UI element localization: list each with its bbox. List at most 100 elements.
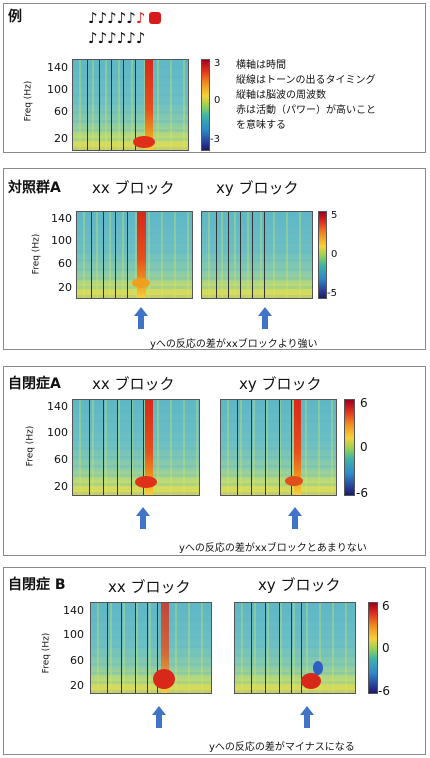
block-title-xy: xy ブロック	[216, 179, 299, 197]
tone-line	[91, 212, 92, 298]
activation-blob	[132, 278, 150, 288]
desc-line: 横軸は時間	[236, 60, 286, 71]
colorbar-tick: 6	[360, 396, 368, 410]
tone-line	[251, 603, 252, 693]
arrow-up-icon	[136, 507, 150, 529]
tick: 140	[51, 212, 72, 225]
tick: 60	[70, 654, 84, 667]
tone-line	[135, 60, 136, 150]
desc-line: 赤は活動（パワー）が高いこと	[236, 105, 376, 116]
y-axis-label: Freq (Hz)	[31, 233, 42, 275]
y-axis-label: Freq (Hz)	[23, 80, 34, 122]
tone-line	[103, 212, 104, 298]
panel-title: 自閉症 B	[8, 577, 66, 593]
result-note: yへの反応の差がxxブロックより強い	[150, 339, 318, 350]
tone-line	[115, 212, 116, 298]
activation-streak	[145, 400, 153, 495]
tone-line	[135, 603, 136, 693]
negative-blob	[313, 661, 323, 675]
tone-line	[265, 400, 266, 495]
spectrogram-xx	[90, 602, 212, 694]
tone-line	[265, 603, 266, 693]
colorbar	[201, 59, 210, 151]
panel-title: 例	[8, 9, 22, 25]
tone-line	[252, 212, 253, 298]
tone-line	[279, 400, 280, 495]
tone-line	[279, 603, 280, 693]
arrow-up-icon	[258, 307, 272, 329]
colorbar-tick: 6	[382, 599, 390, 613]
colorbar-tick: -6	[356, 486, 368, 500]
tone-line	[216, 212, 217, 298]
colorbar	[318, 211, 327, 299]
tone-line	[107, 603, 108, 693]
colorbar-tick: 5	[331, 210, 338, 221]
y-axis-label: Freq (Hz)	[41, 632, 52, 674]
block-title-xx: xx ブロック	[92, 179, 175, 197]
spectrogram-xx	[72, 399, 200, 496]
activation-streak	[145, 60, 153, 150]
arrow-up-icon	[152, 706, 166, 728]
arrow-up-icon	[300, 706, 314, 728]
tick: 20	[54, 132, 68, 145]
spectrogram-xy	[234, 602, 356, 694]
tone-line	[301, 603, 302, 693]
tick: 20	[54, 480, 68, 493]
deviant-note: ♪	[135, 9, 146, 27]
panel-title: 自閉症A	[8, 376, 61, 392]
tone-line	[131, 400, 132, 495]
tone-line	[291, 400, 292, 495]
block-title-xx: xx ブロック	[92, 375, 175, 393]
spectrogram-xy	[220, 399, 337, 496]
tone-line	[89, 400, 90, 495]
tone-line	[291, 603, 292, 693]
activation-streak	[294, 400, 301, 495]
tick: 100	[63, 628, 84, 641]
colorbar-tick: 0	[331, 249, 338, 260]
legend-text: 横軸は時間 縦線はトーンの出るタイミング 縦軸は脳波の周波数 赤は活動（パワー）…	[236, 58, 376, 133]
y-axis-label: Freq (Hz)	[25, 425, 36, 467]
tone-line	[264, 212, 265, 298]
notes-row-bottom: ♪♪♪♪♪♪	[88, 29, 146, 47]
activation-streak	[137, 212, 146, 298]
activation-blob	[301, 673, 321, 689]
music-notes: ♪♪♪♪♪♪ ♪♪♪♪♪♪	[88, 8, 162, 48]
tick: 140	[63, 604, 84, 617]
desc-line: 縦軸は脳波の周波数	[236, 90, 326, 101]
panel-title: 対照群A	[8, 180, 61, 196]
tone-line	[121, 603, 122, 693]
tick: 20	[70, 679, 84, 692]
spectrogram-xx	[76, 211, 193, 299]
result-note: yへの反応の差がマイナスになる	[209, 742, 355, 753]
tone-line	[87, 60, 88, 150]
spectrogram-xy	[201, 211, 313, 299]
activation-blob	[153, 669, 175, 689]
panel-control-a: 対照群A xx ブロック xy ブロック Freq (Hz) 140 100 6…	[3, 168, 426, 350]
block-title-xy: xy ブロック	[239, 375, 322, 393]
colorbar-tick: -6	[378, 684, 390, 698]
colorbar-tick: 0	[360, 440, 368, 454]
tone-line	[240, 212, 241, 298]
tone-line	[99, 60, 100, 150]
activation-blob	[135, 476, 157, 488]
tone-line	[117, 400, 118, 495]
panel-example: 例 ♪♪♪♪♪♪ ♪♪♪♪♪♪ Freq (Hz) 140 100 60 20 …	[3, 3, 426, 153]
colorbar-tick: -3	[210, 134, 220, 145]
notes: ♪♪♪♪♪	[88, 9, 136, 27]
record-icon	[149, 12, 162, 24]
arrow-up-icon	[134, 307, 148, 329]
spectrogram	[72, 59, 189, 151]
tick: 100	[47, 83, 68, 96]
tone-line	[111, 60, 112, 150]
notes-row-top: ♪♪♪♪♪♪	[88, 8, 162, 28]
activation-blob	[133, 136, 155, 148]
result-note: yへの反応の差がxxブロックとあまりない	[179, 543, 367, 554]
colorbar	[368, 602, 378, 694]
block-title-xx: xx ブロック	[108, 578, 191, 596]
tone-line	[157, 603, 158, 693]
tick: 60	[58, 257, 72, 270]
tone-line	[143, 400, 144, 495]
colorbar-tick: 0	[382, 641, 390, 655]
tick: 100	[51, 234, 72, 247]
tone-line	[237, 400, 238, 495]
